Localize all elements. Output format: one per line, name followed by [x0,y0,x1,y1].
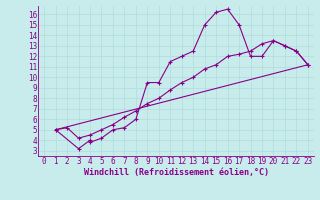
X-axis label: Windchill (Refroidissement éolien,°C): Windchill (Refroidissement éolien,°C) [84,168,268,177]
